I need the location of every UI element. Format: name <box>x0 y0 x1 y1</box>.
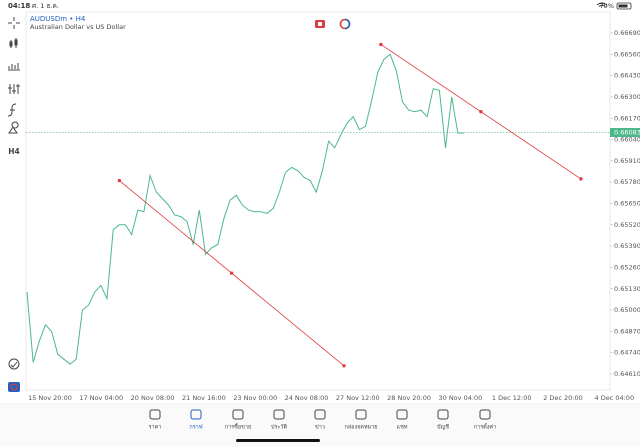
chart-layer: 0.66690 0.66560 0.66430 0.66300 0.66170 0.660… <box>26 29 640 402</box>
tab-label[interactable]: กราฟ <box>189 424 202 431</box>
price-label: 0.66040 <box>614 136 640 144</box>
wifi-icon <box>596 2 608 7</box>
symbol-description: Australian Dollar vs US Dollar <box>30 23 126 31</box>
tab-icon[interactable] <box>273 409 285 420</box>
price-label: 0.65520 <box>614 221 640 229</box>
price-label: 0.65390 <box>614 242 640 250</box>
tab-label[interactable]: ประวัติ <box>271 424 287 431</box>
tab-label[interactable]: แชท <box>397 424 408 431</box>
time-label: 30 Nov 04:00 <box>438 394 482 402</box>
price-label: 0.65260 <box>614 263 640 271</box>
price-label: 0.65910 <box>614 157 640 165</box>
tab-icon[interactable] <box>149 409 161 420</box>
crosshair-tool[interactable] <box>8 17 20 29</box>
time-label: 15 Nov 20:00 <box>28 394 72 402</box>
indicators-tool[interactable] <box>8 63 20 71</box>
price-label: 0.64610 <box>614 370 640 378</box>
tab-layer: ราคา กราฟ การซื้อขาย ประวัติ ข่าว กล่องจดหมาย… <box>149 409 496 431</box>
trade-panel-button[interactable] <box>8 382 20 392</box>
chart-frame <box>25 11 611 391</box>
tab-label[interactable]: ราคา <box>149 425 162 431</box>
time-label: 17 Nov 04:00 <box>79 394 123 402</box>
battery-icon <box>616 2 632 10</box>
history-tool[interactable] <box>8 358 20 370</box>
time-label: 20 Nov 08:00 <box>131 394 175 402</box>
symbol-name[interactable]: AUDUSDm • H4 <box>30 15 86 23</box>
trendline-end <box>342 364 346 368</box>
tab-icon[interactable] <box>479 409 491 420</box>
price-label: 0.65650 <box>614 200 640 208</box>
trendline-mid <box>479 109 483 114</box>
tab-icon[interactable] <box>396 409 408 420</box>
time-label: 27 Nov 12:00 <box>336 394 380 402</box>
price-label: 0.65130 <box>614 285 640 293</box>
tab-label[interactable]: กล่องจดหมาย <box>344 425 377 431</box>
settings-tool[interactable] <box>8 84 20 94</box>
tab-icon[interactable] <box>437 409 449 420</box>
current-price-box <box>610 128 640 138</box>
tab-bar <box>0 404 640 447</box>
time-label: 24 Nov 08:00 <box>285 394 329 402</box>
battery-level: 79% <box>600 2 614 10</box>
trendline-mid <box>229 271 234 275</box>
price-label: 0.66690 <box>614 29 640 37</box>
price-label: 0.65000 <box>614 306 640 314</box>
time-label: 2 Dec 20:00 <box>543 394 583 402</box>
trade-panel-icon <box>10 383 18 391</box>
left-toolbar <box>7 17 20 370</box>
chart-type-tool[interactable] <box>9 38 18 48</box>
price-line <box>26 53 464 365</box>
tab-icon[interactable] <box>190 409 202 420</box>
tab-icon[interactable] <box>232 409 244 420</box>
history-check <box>10 361 18 368</box>
sell-icon <box>318 22 322 26</box>
tab-label[interactable]: ข่าว <box>315 425 325 431</box>
price-label: 0.64740 <box>614 349 640 357</box>
tab-icon[interactable] <box>314 409 326 420</box>
status-date: ศ. 1 ธ.ค. <box>32 2 59 10</box>
function-tool[interactable] <box>7 103 17 117</box>
tab-label[interactable]: การตั้งค่า <box>474 423 496 431</box>
time-label: 28 Nov 20:00 <box>387 394 431 402</box>
price-label: 0.66430 <box>614 72 640 80</box>
price-label: 0.66170 <box>614 114 640 122</box>
timeframe-button[interactable]: H4 <box>8 147 20 156</box>
tab-label[interactable]: การซื้อขาย <box>225 423 251 431</box>
price-label: 0.65780 <box>614 178 640 186</box>
time-label: 4 Dec 04:00 <box>595 394 635 402</box>
price-label: 0.66560 <box>614 50 640 58</box>
one-click-arc <box>344 18 351 30</box>
time-label: 1 Dec 12:00 <box>492 394 532 402</box>
status-time: 04:18 <box>8 2 30 10</box>
home-indicator <box>236 439 320 442</box>
current-price-label: 0.66083 <box>614 129 640 137</box>
time-label: 23 Nov 00:00 <box>233 394 277 402</box>
trendline-start <box>117 178 122 183</box>
trendline-start <box>379 42 383 47</box>
tab-icon[interactable] <box>355 409 367 420</box>
battery-fill <box>618 4 628 8</box>
price-label: 0.64870 <box>614 327 640 335</box>
price-label: 0.66300 <box>614 93 640 101</box>
objects-tool[interactable] <box>8 121 19 134</box>
trendline-end <box>579 177 583 181</box>
tab-label[interactable]: บัญชี <box>437 424 449 431</box>
time-label: 21 Nov 16:00 <box>182 394 226 402</box>
